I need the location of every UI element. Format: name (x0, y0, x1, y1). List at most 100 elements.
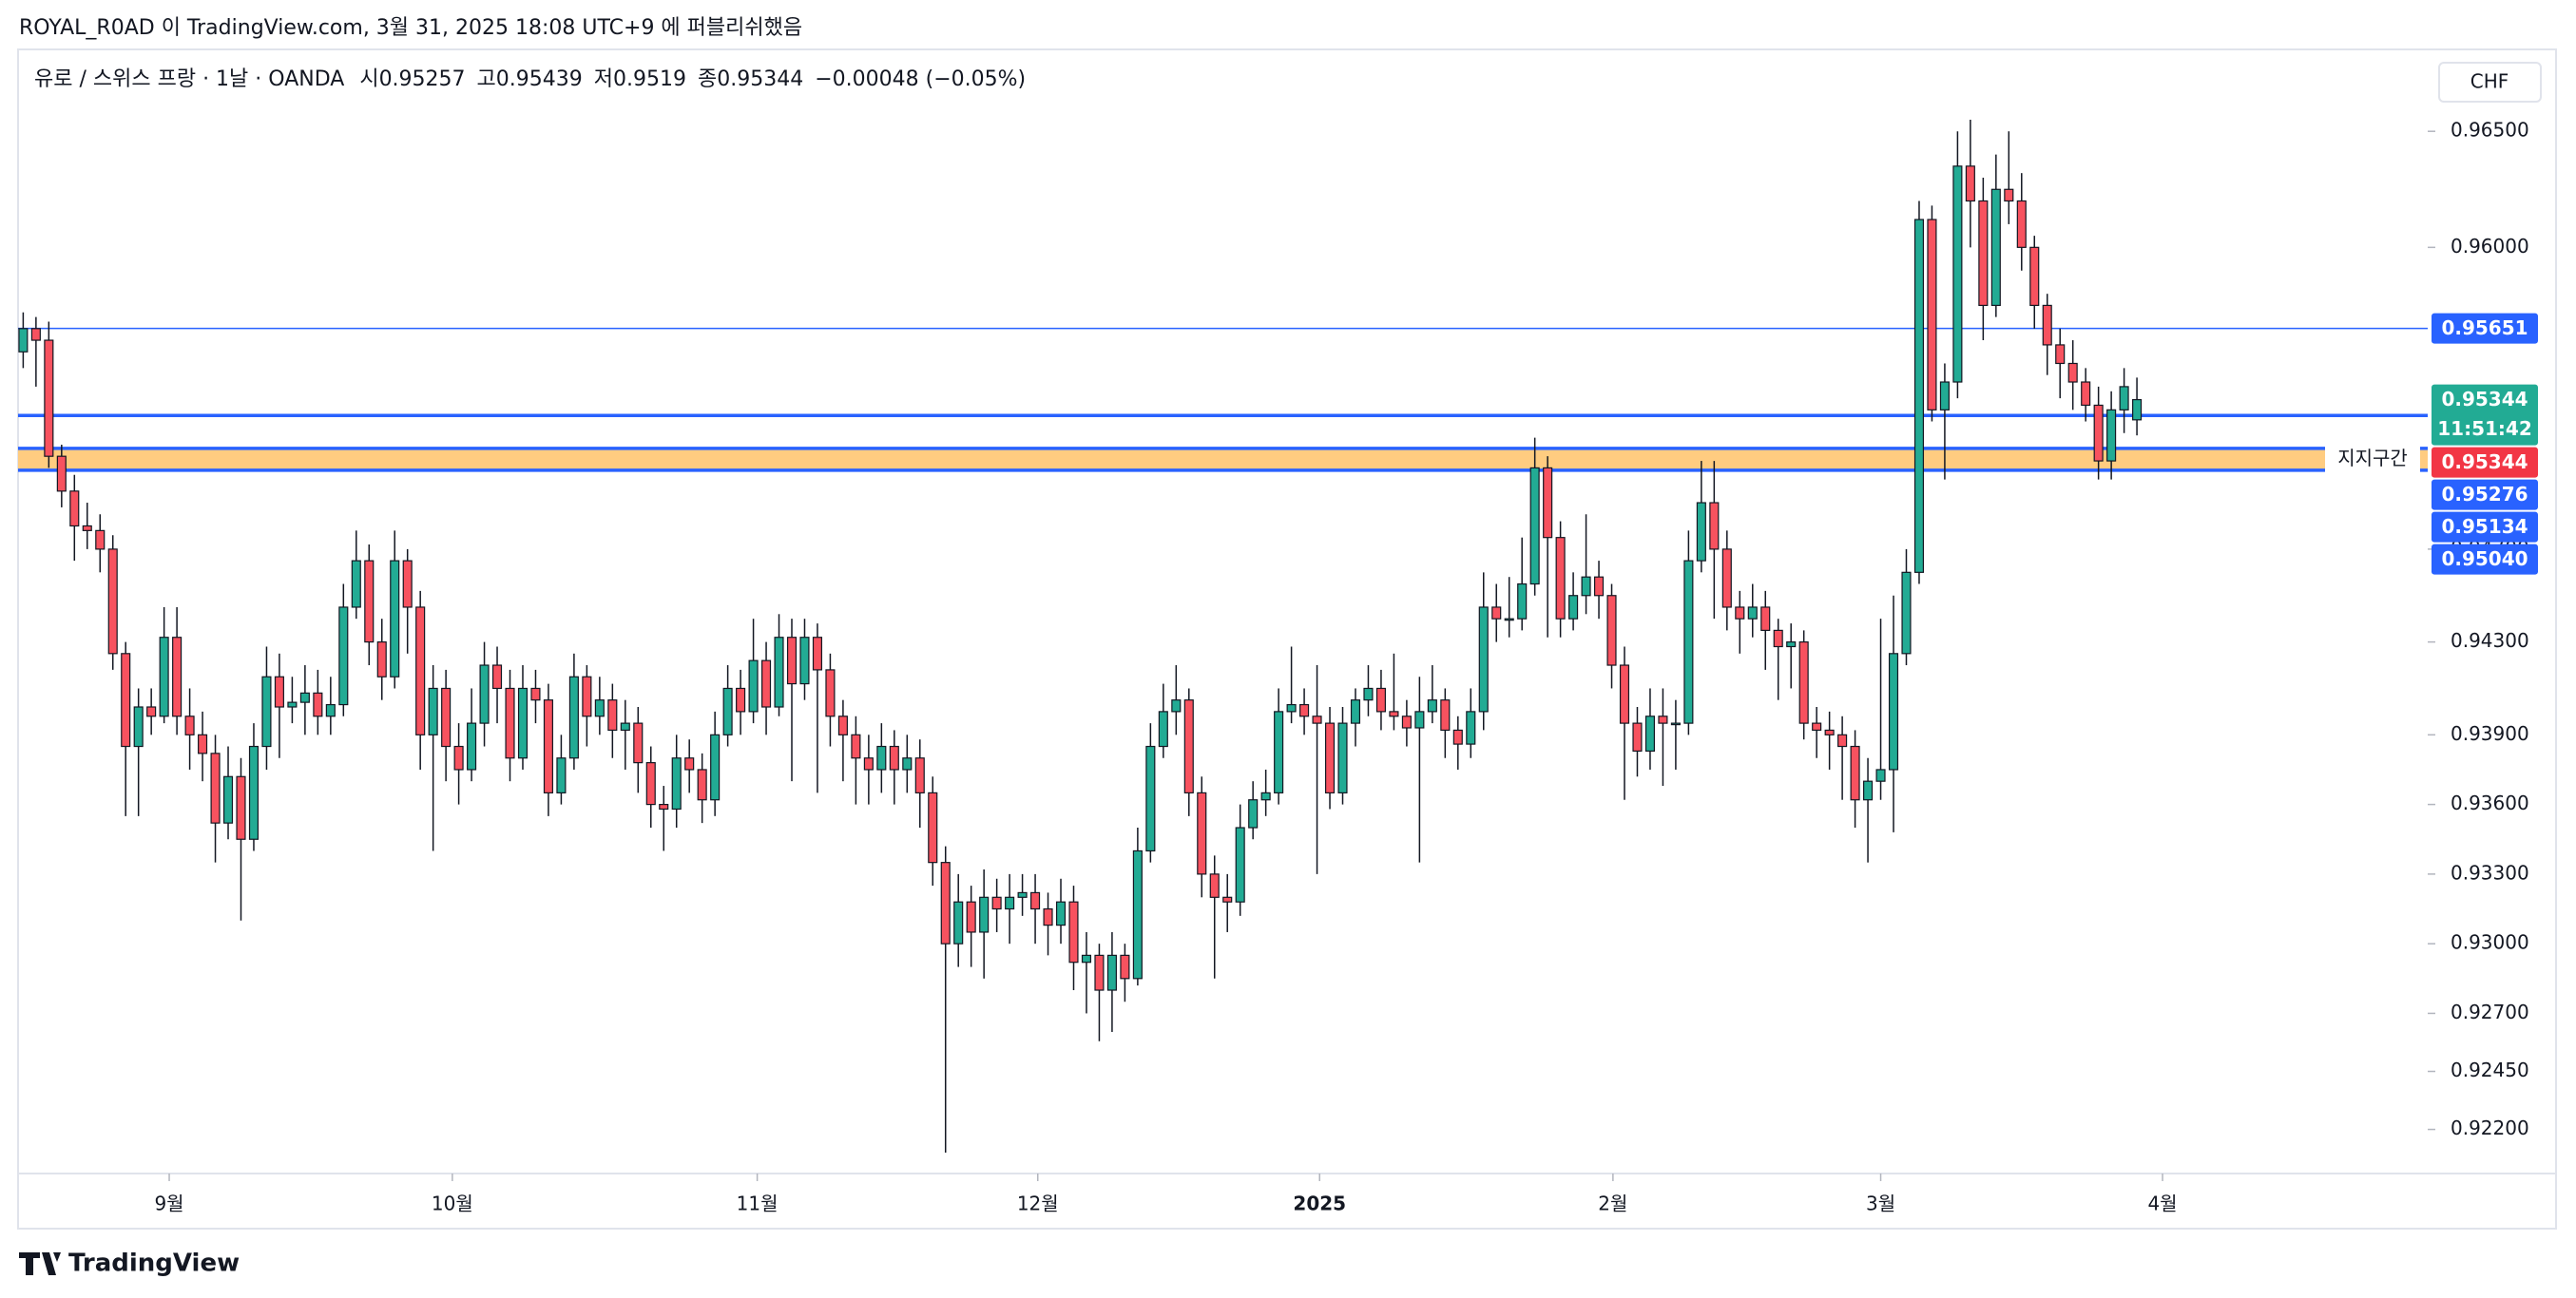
candle-body (2106, 409, 2117, 462)
candle-body (1145, 745, 1156, 852)
candle-body (1837, 734, 1848, 748)
candle-body (18, 328, 29, 353)
candle-body (1735, 606, 1745, 620)
candle-body (1619, 664, 1630, 724)
candle-body (991, 896, 1002, 910)
candle-body (1222, 896, 1233, 903)
price-tag-label: 0.95344 (2441, 388, 2528, 410)
publisher: ROYAL_R0AD 이 TradingView.com, 3월 31, 202… (19, 16, 802, 40)
candle-body (172, 637, 183, 717)
candle-body (146, 706, 157, 717)
symbol-legend: 유로 / 스위스 프랑 · 1날 · OANDA 시0.95257 고0.95439… (34, 67, 1026, 91)
candle-body (1120, 954, 1130, 980)
candle-body (979, 896, 990, 933)
candle-body (1939, 381, 1950, 410)
candle-body (56, 455, 67, 492)
candle-body (825, 669, 836, 717)
y-tick-label: 0.96500 (2451, 119, 2529, 142)
candle-body (1978, 200, 1989, 307)
y-tick-label: 0.94300 (2451, 629, 2529, 652)
candle-body (889, 745, 899, 771)
candle-body (1299, 703, 1310, 717)
candle-body (748, 659, 759, 713)
candle-body (876, 745, 887, 771)
price-tag-label: 0.95344 (2441, 450, 2528, 473)
candle-body (121, 653, 131, 748)
x-tick-label: 4월 (2147, 1193, 2177, 1215)
candle-body (1927, 219, 1937, 410)
candle-body (1773, 629, 1783, 648)
candle-body (953, 901, 964, 945)
candle-body (851, 734, 861, 759)
candle-body (1670, 722, 1681, 726)
price-tag (2432, 447, 2538, 478)
candle-body (159, 637, 169, 717)
candle-body (376, 641, 387, 678)
candle-body (1235, 827, 1245, 903)
candle-body (467, 722, 477, 771)
candle-body (812, 637, 823, 671)
candle-body (491, 664, 503, 690)
candle-body (1312, 716, 1322, 724)
candle-body (2042, 304, 2052, 346)
y-tick-label: 0.96000 (2451, 235, 2529, 258)
candle-body (44, 339, 54, 457)
candle-body (325, 703, 336, 717)
candle-body (1017, 891, 1028, 898)
candle-body (837, 716, 848, 735)
price-tag-label: 0.95276 (2441, 483, 2528, 506)
candle-body (1952, 165, 1963, 383)
candle-body (1517, 582, 1528, 620)
candle-body (1260, 792, 1271, 801)
ohlc-value: 0.95439 (496, 67, 583, 91)
candle-body (722, 687, 733, 735)
candle-body (1721, 548, 1732, 608)
candle-body (1901, 571, 1912, 655)
candle-body (274, 676, 284, 708)
zone-label: 지지구간 (2337, 447, 2408, 469)
change: −0.00048 (−0.05%) (815, 67, 1026, 91)
price-tag (2432, 511, 2538, 543)
candle-body (1081, 954, 1092, 964)
candle-body (505, 687, 515, 759)
currency[interactable]: CHF (2470, 70, 2509, 93)
candle-body (863, 757, 874, 771)
candle-body (82, 525, 92, 531)
candle-body (966, 901, 976, 933)
candle-body (1593, 576, 1605, 597)
candle-body (1875, 769, 1886, 782)
candle-body (107, 548, 118, 655)
candle-body (1286, 703, 1297, 713)
price-tag (2432, 544, 2538, 575)
ohlc-label: 시 (359, 67, 378, 91)
candle-body (671, 757, 682, 811)
logo-text: TradingView (68, 1250, 240, 1278)
currency-button[interactable] (2438, 62, 2542, 103)
candle-body (1440, 699, 1451, 732)
candle-body (1529, 467, 1540, 585)
candle-body (1337, 722, 1348, 793)
candle-body (313, 692, 323, 717)
candle-body (697, 769, 707, 801)
x-tick-label: 2월 (1598, 1193, 1627, 1215)
candle-body (710, 734, 721, 801)
candle-body (1658, 716, 1668, 724)
candle-body (1990, 188, 2001, 307)
candle-body (198, 734, 208, 754)
candle-body (620, 722, 630, 732)
y-tick-label: 0.93900 (2451, 722, 2529, 745)
candle-body (287, 701, 298, 708)
candle-body (902, 757, 913, 771)
candle-body (1414, 711, 1425, 729)
candle-body (543, 699, 553, 793)
candle-body (95, 529, 106, 550)
candle-body (774, 637, 784, 708)
candle-body (428, 687, 438, 735)
candle-body (594, 699, 605, 717)
support-zone (18, 448, 2428, 470)
candle-body (299, 692, 310, 703)
y-tick-label: 0.93000 (2451, 931, 2529, 954)
chart-frame (17, 48, 2557, 1230)
candle-body (799, 637, 810, 685)
